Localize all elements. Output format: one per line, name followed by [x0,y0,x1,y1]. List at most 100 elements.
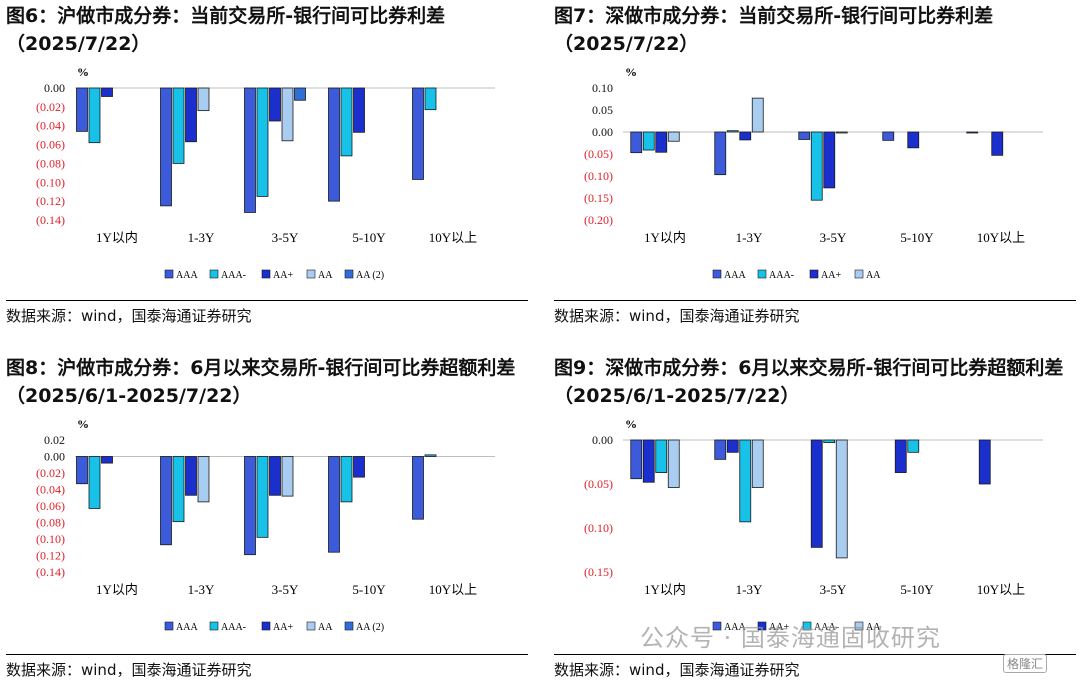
x-tick-label: 5-10Y [900,230,934,245]
legend-label: AA [318,270,333,281]
y-tick-label: (0.05) [584,147,613,161]
legend-label: AA+ [821,270,841,281]
legend-swatch [344,621,354,631]
bar [667,131,680,142]
x-tick-label: 3-5Y [272,230,299,245]
bar [714,131,727,176]
legend-swatch [164,269,174,279]
bar [424,454,437,457]
bar [966,131,979,134]
bar [655,131,668,153]
legend-label: AA (2) [356,270,384,281]
x-tick-label: 1-3Y [188,582,215,597]
y-tick-label: (0.06) [36,138,65,152]
bar [991,131,1004,156]
legend-swatch [712,621,722,631]
legend-label: AAA [176,622,198,633]
data-source: 数据来源：wind，国泰海通证券研究 [554,654,1076,680]
y-tick-label: 0.00 [592,125,613,139]
legend-swatch [757,269,767,279]
data-source: 数据来源：wind，国泰海通证券研究 [554,300,1076,326]
bar [160,456,172,546]
bar [739,131,752,141]
bar [353,87,365,133]
bar [978,439,991,485]
y-tick-label: (0.08) [36,516,65,530]
bar [835,439,848,559]
y-tick-label: (0.20) [584,213,613,227]
chart-title: 图8：沪做市成分券：6月以来交易所-银行间可比券超额利差（2025/6/1-20… [6,357,516,407]
legend-label: AA+ [273,270,293,281]
bar [823,131,836,189]
legend-label: AAA [176,270,198,281]
x-tick-label: 3-5Y [820,582,847,597]
x-tick-label: 5-10Y [352,230,386,245]
y-tick-label: (0.10) [36,532,65,546]
bar [172,456,185,523]
bar [424,87,437,111]
x-tick-label: 1Y以内 [96,230,138,245]
legend-label: AAA [724,270,746,281]
legend-swatch [344,269,354,279]
unit-label: % [625,65,637,79]
data-source: 数据来源：wind，国泰海通证券研究 [6,654,528,680]
bar [340,456,353,503]
bar [88,456,101,509]
bar [835,131,848,134]
bar [76,456,88,485]
bar [294,87,306,101]
y-tick-label: 0.02 [44,433,65,447]
x-tick-label: 1Y以内 [644,582,686,597]
unit-label: % [77,417,89,431]
bar [751,439,764,488]
bar [882,131,895,141]
bar [244,87,256,213]
legend-swatch [809,269,819,279]
legend-label: AA+ [273,622,293,633]
legend-swatch [261,269,271,279]
y-tick-label: 0.00 [44,81,65,95]
x-tick-label: 1-3Y [188,230,215,245]
x-tick-label: 1Y以内 [644,230,686,245]
legend-label: AAA- [769,270,794,281]
chart-fig9: % 0.00 (0.05) (0.10) (0.15) 1Y以内 1-3Y 3-5Y 5-10Y… [584,417,1043,633]
legend-label: AA [866,270,881,281]
legend-swatch [854,621,864,631]
bar [630,131,643,154]
bar [281,87,294,142]
legend-swatch [164,621,174,631]
bar [76,87,88,132]
legend-swatch [802,621,812,631]
chart-title: 图6：沪做市成分券：当前交易所-银行间可比券利差（2025/7/22） [6,5,446,55]
legend-swatch [306,621,316,631]
bar [714,439,727,460]
bar [185,87,197,143]
bar [412,87,424,180]
y-tick-label: 0.00 [44,450,65,464]
y-tick-label: (0.10) [584,521,613,535]
legend-label: AAA [724,622,746,633]
legend-label: AA [866,622,881,633]
y-tick-label: 0.00 [592,433,613,447]
chart-title: 图7：深做市成分券：当前交易所-银行间可比券利差（2025/7/22） [554,5,994,55]
x-tick-label: 10Y以上 [977,582,1025,597]
bar [353,456,365,478]
legend-label: AAA- [221,622,246,633]
x-tick-label: 1-3Y [736,582,763,597]
bar [269,87,281,122]
x-tick-label: 3-5Y [272,582,299,597]
x-tick-label: 10Y以上 [977,230,1025,245]
chart-fig8: % 0.02 0.00 (0.02) (0.04) (0.06) (0.08) (0.10) (… [36,417,495,633]
bar [244,456,256,556]
y-tick-label: (0.02) [36,466,65,480]
legend-label: AA (2) [356,622,384,633]
bar [256,87,269,197]
legend-swatch [261,621,271,631]
bar [197,456,210,503]
unit-label: % [77,65,89,79]
legend-label: AAA- [221,270,246,281]
x-tick-label: 1Y以内 [96,582,138,597]
y-tick-label: (0.14) [36,565,65,579]
bar [185,456,197,496]
y-tick-label: 0.05 [592,103,613,117]
